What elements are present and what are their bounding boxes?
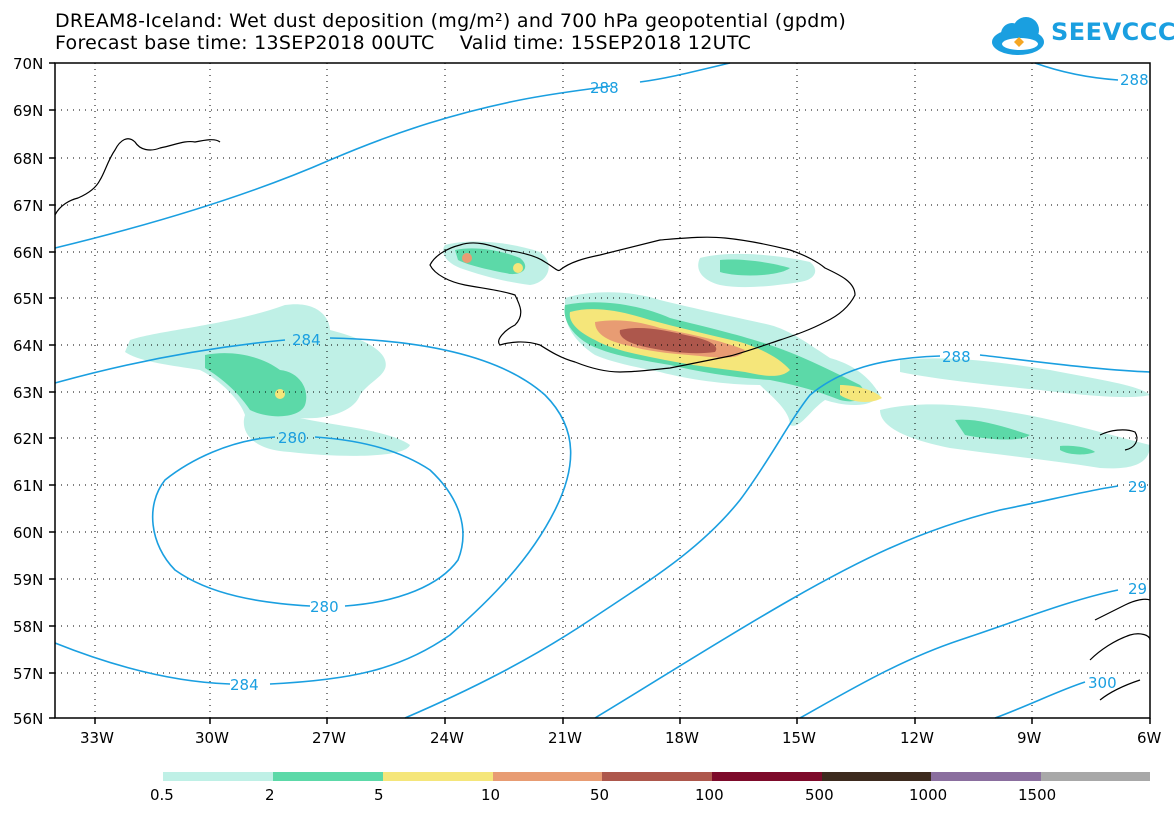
contour-label: 280	[310, 598, 339, 616]
graticule	[55, 63, 1150, 718]
map-subtitle: Forecast base time: 13SEP2018 00UTC Vali…	[55, 32, 752, 54]
deposition-area	[1060, 445, 1095, 455]
lat-label: 64N	[13, 337, 43, 355]
deposition-area	[840, 385, 882, 402]
map-title: DREAM8-Iceland: Wet dust deposition (mg/…	[55, 10, 847, 32]
map-frame	[54, 62, 1151, 719]
lat-label: 68N	[13, 150, 43, 168]
lat-label: 67N	[13, 197, 43, 215]
coastlines	[54, 138, 1151, 701]
contour-292-a	[594, 485, 1119, 719]
lat-label: 69N	[13, 102, 43, 120]
geopotential-contours	[54, 62, 1151, 719]
contour-288-north	[54, 62, 731, 249]
logo-text: SEEVCCC	[1051, 18, 1175, 46]
lon-label: 18W	[665, 729, 699, 747]
lat-label: 66N	[13, 244, 43, 262]
contour-label: 29	[1128, 580, 1147, 598]
latitude-labels: 70N 69N 68N 67N 66N 65N 64N 63N 62N 61N …	[13, 55, 43, 728]
deposition-area	[720, 259, 790, 276]
lon-label: 27W	[312, 729, 346, 747]
contour-label: 300	[1088, 674, 1117, 692]
lat-label: 61N	[13, 477, 43, 495]
deposition-area	[619, 327, 717, 354]
contour-label: 280	[278, 429, 307, 447]
contour-label: 288	[590, 79, 619, 97]
contour-label: 29	[1128, 478, 1147, 496]
contour-292-b	[799, 589, 1119, 719]
lat-label: 70N	[13, 55, 43, 73]
lat-label: 60N	[13, 524, 43, 542]
lon-label: 33W	[80, 729, 114, 747]
lat-label: 56N	[13, 710, 43, 728]
contour-label: 288	[1120, 71, 1149, 89]
lat-label: 57N	[13, 665, 43, 683]
lat-label: 63N	[13, 384, 43, 402]
contour-label: 284	[292, 331, 321, 349]
contour-label: 284	[230, 676, 259, 694]
faroe-coast	[1099, 429, 1138, 451]
lat-label: 58N	[13, 618, 43, 636]
lon-label: 30W	[195, 729, 229, 747]
deposition-area	[205, 353, 307, 417]
lat-label: 62N	[13, 430, 43, 448]
lon-label: 9W	[1017, 729, 1042, 747]
dust-deposition-field	[125, 241, 1150, 469]
contour-288-ne	[1034, 62, 1119, 81]
scotland-coast	[1089, 598, 1151, 701]
cloud-icon	[992, 17, 1044, 55]
contour-label: 288	[942, 348, 971, 366]
contour-280	[151, 436, 464, 607]
contour-labels: 288 288 284 280 280 284 288 29 29 300	[230, 71, 1149, 694]
lon-label: 12W	[900, 729, 934, 747]
iceland-coast	[429, 236, 856, 373]
lat-label: 65N	[13, 290, 43, 308]
deposition-area	[900, 358, 1150, 398]
deposition-area	[455, 248, 526, 275]
greenland-coast	[54, 138, 221, 216]
lon-label: 6W	[1137, 729, 1162, 747]
contour-300	[994, 681, 1086, 719]
contour-284-west	[54, 337, 572, 685]
seevccc-logo	[992, 17, 1044, 55]
deposition-area	[955, 419, 1030, 440]
lon-label: 15W	[782, 729, 816, 747]
lon-label: 21W	[548, 729, 582, 747]
lat-label: 59N	[13, 571, 43, 589]
axis-ticks	[49, 62, 1151, 724]
contour-288-east	[404, 354, 1151, 719]
longitude-labels: 33W 30W 27W 24W 21W 18W 15W 12W 9W 6W	[80, 729, 1162, 747]
lon-label: 24W	[430, 729, 464, 747]
